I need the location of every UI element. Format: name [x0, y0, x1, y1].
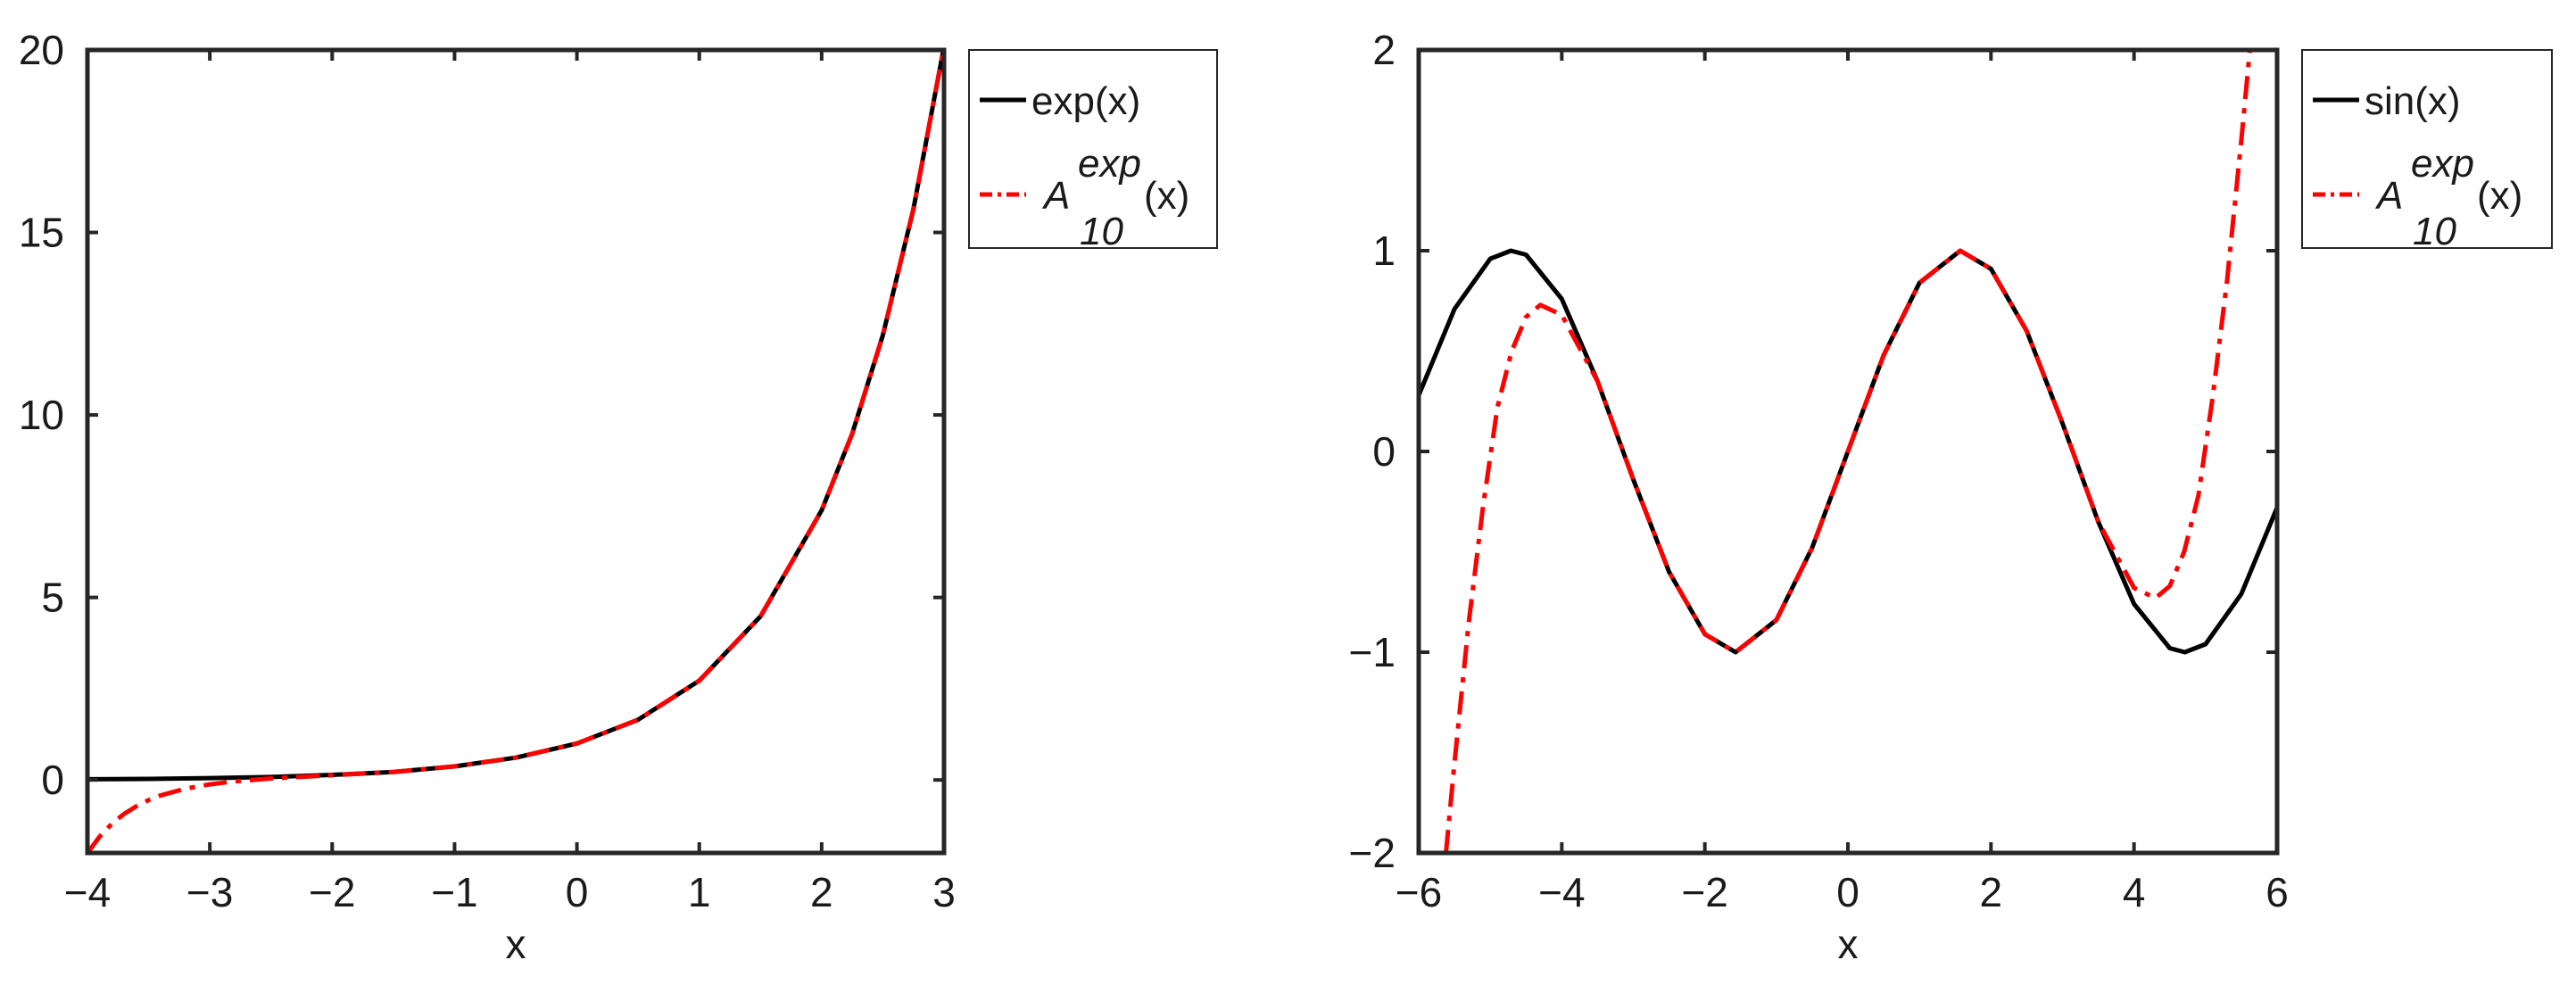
legend-box	[968, 49, 1218, 249]
legend-label-subscript: 10	[1080, 210, 1123, 253]
legend-label-reference: exp(x)	[1031, 79, 1140, 123]
series-group	[87, 50, 944, 853]
x-tick-label: −3	[186, 869, 233, 915]
x-tick-label: 0	[566, 869, 589, 915]
y-tick-label: 0	[41, 757, 64, 803]
legend-label-reference: sin(x)	[2365, 79, 2461, 123]
legend-label-base: A	[1041, 174, 1070, 218]
series-group	[1419, 50, 2277, 853]
y-tick-label: 2	[1372, 27, 1396, 73]
axes-box	[85, 47, 947, 856]
legend-label-suffix: (x)	[1144, 174, 1189, 218]
y-tick-label: 20	[19, 27, 64, 73]
series-line-approximation	[1444, 50, 2252, 853]
y-tick-label: −2	[1349, 830, 1396, 876]
x-tick-label: 1	[688, 869, 711, 915]
x-axis-label: x	[1838, 921, 1859, 967]
y-tick-label: 1	[1372, 228, 1396, 274]
x-tick-label: −2	[1681, 869, 1727, 915]
y-tick-label: 10	[19, 392, 64, 438]
x-tick-label: 6	[2265, 869, 2289, 915]
legend-box	[2301, 49, 2553, 249]
series-line-approximation	[87, 50, 944, 853]
legend-label-subscript: 10	[2413, 210, 2456, 253]
legend-label-suffix: (x)	[2477, 174, 2522, 218]
x-axis-label: x	[506, 921, 526, 967]
x-tick-label: −1	[431, 869, 477, 915]
series-line-reference	[87, 50, 944, 782]
legend-label-base: A	[2374, 174, 2403, 218]
y-tick-label: 15	[19, 210, 64, 256]
x-tick-label: −6	[1396, 869, 1442, 915]
y-tick-label: 0	[1372, 428, 1396, 475]
x-tick-label: −2	[309, 869, 355, 915]
y-tick-label: −1	[1349, 629, 1396, 675]
y-tick-label: 5	[41, 575, 64, 621]
legend-label-superscript: exp	[1078, 142, 1141, 186]
x-tick-label: 2	[1980, 869, 2003, 915]
x-tick-label: −4	[1538, 869, 1585, 915]
legend-label-superscript: exp	[2411, 142, 2474, 186]
x-tick-label: −4	[64, 869, 111, 915]
x-tick-label: 3	[932, 869, 956, 915]
x-tick-label: 0	[1836, 869, 1860, 915]
x-tick-label: 2	[810, 869, 833, 915]
x-tick-label: 4	[2123, 869, 2146, 915]
